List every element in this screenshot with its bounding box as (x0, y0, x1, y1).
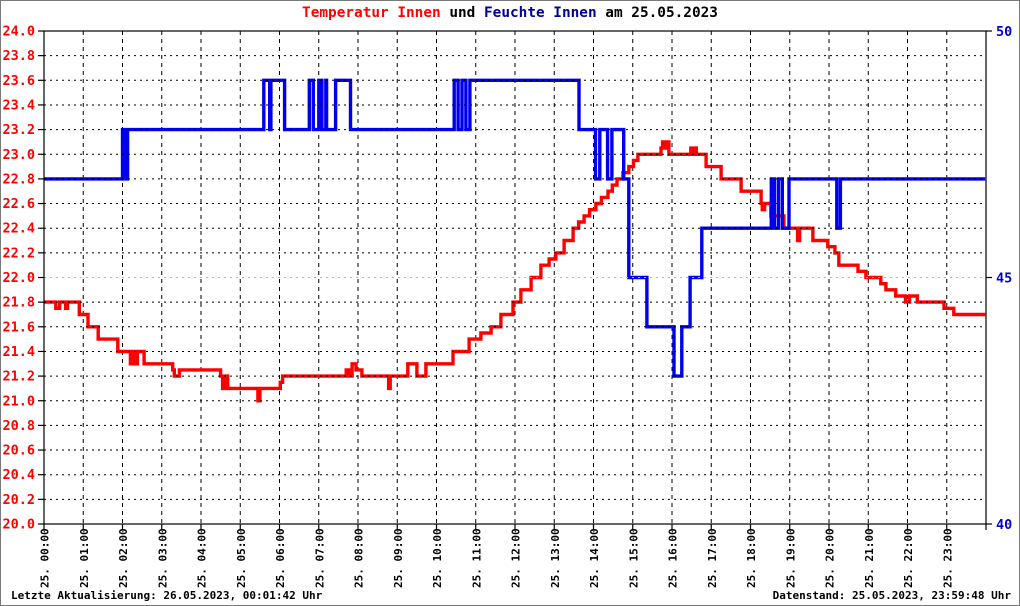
humidity-line (44, 78, 986, 378)
x-axis-tick-label: 25. 22:00 (902, 528, 915, 588)
left-axis-tick-label: 23.0 (2, 147, 35, 163)
left-axis-tick-label: 21.4 (2, 344, 35, 360)
left-axis-tick-label: 21.6 (2, 319, 35, 335)
left-axis-tick-label: 22.8 (2, 171, 35, 187)
x-axis-tick-label: 25. 19:00 (784, 528, 797, 588)
left-axis-tick-label: 20.2 (2, 492, 35, 508)
chart-title: Temperatur Innen und Feuchte Innen am 25… (1, 5, 1019, 21)
tick-marks (38, 30, 992, 530)
data-timestamp-text: Datenstand: 25.05.2023, 23:59:48 Uhr (772, 589, 1011, 602)
left-axis-tick-label: 20.0 (2, 517, 35, 533)
x-axis-tick-label: 25. 16:00 (667, 528, 680, 588)
left-axis-tick-label: 21.8 (2, 295, 35, 311)
x-axis-tick-label: 25. 12:00 (510, 528, 523, 588)
left-axis-tick-label: 23.6 (2, 73, 35, 89)
right-axis-tick-label: 45 (996, 271, 1012, 287)
left-axis-tick-label: 22.4 (2, 221, 35, 237)
x-axis-tick-label: 25. 06:00 (274, 528, 287, 588)
x-axis-tick-label: 25. 13:00 (549, 528, 562, 588)
x-axis-tick-label: 25. 20:00 (824, 528, 837, 588)
x-axis-tick-label: 25. 21:00 (863, 528, 876, 588)
x-axis-tick-label: 25. 08:00 (353, 528, 366, 588)
x-axis-tick-label: 25. 03:00 (156, 528, 169, 588)
x-axis-tick-label: 25. 15:00 (627, 528, 640, 588)
left-axis-tick-label: 21.2 (2, 369, 35, 385)
left-axis-tick-label: 23.4 (2, 97, 35, 113)
vertical-gridlines (82, 31, 948, 524)
x-axis-tick-label: 25. 23:00 (941, 528, 954, 588)
x-axis-tick-label: 25. 11:00 (470, 528, 483, 588)
x-axis-tick-label: 25. 01:00 (78, 528, 91, 588)
left-axis-tick-label: 21.0 (2, 393, 35, 409)
x-axis-tick-label: 25. 00:00 (39, 528, 52, 588)
left-axis-tick-label: 24.0 (2, 24, 35, 40)
left-axis-tick-label: 20.8 (2, 418, 35, 434)
left-axis-tick-label: 22.0 (2, 270, 35, 286)
chart-title-date: am 25.05.2023 (596, 5, 718, 21)
x-axis-tick-label: 25. 07:00 (313, 528, 326, 588)
x-axis-tick-label: 25. 17:00 (706, 528, 719, 588)
x-axis-tick-label: 25. 04:00 (196, 528, 209, 588)
left-axis-tick-label: 20.4 (2, 467, 35, 483)
x-axis-tick-label: 25. 09:00 (392, 528, 405, 588)
x-axis-tick-label: 25. 05:00 (235, 528, 248, 588)
right-axis-tick-label: 40 (996, 517, 1012, 533)
right-axis-labels: 50 45 40 (996, 24, 1012, 533)
x-axis-tick-label: 25. 18:00 (745, 528, 758, 588)
x-axis-tick-label: 25. 10:00 (431, 528, 444, 588)
temperature-line (44, 140, 986, 403)
left-axis-tick-label: 23.2 (2, 122, 35, 138)
x-axis-tick-label: 25. 14:00 (588, 528, 601, 588)
x-axis-labels: 25. 00:00 25. 01:00 25. 02:00 25. 03:00 25. … (39, 528, 955, 588)
last-update-text: Letzte Aktualisierung: 26.05.2023, 00:01… (11, 589, 323, 602)
chart-title-temperature: Temperatur Innen (302, 5, 441, 21)
horizontal-gridlines (44, 55, 986, 500)
chart-title-und: und (440, 5, 484, 21)
right-axis-tick-label: 50 (996, 24, 1012, 40)
left-axis-tick-label: 22.2 (2, 245, 35, 261)
left-axis-tick-label: 20.6 (2, 443, 35, 459)
left-axis-labels: 24.0 23.8 23.6 23.4 23.2 23.0 22.8 22.6 22.4 22.2… (2, 24, 35, 533)
left-axis-tick-label: 22.6 (2, 196, 35, 212)
chart-title-humidity: Feuchte Innen (484, 5, 597, 21)
left-axis-tick-label: 23.8 (2, 48, 35, 64)
x-axis-tick-label: 25. 02:00 (117, 528, 130, 588)
